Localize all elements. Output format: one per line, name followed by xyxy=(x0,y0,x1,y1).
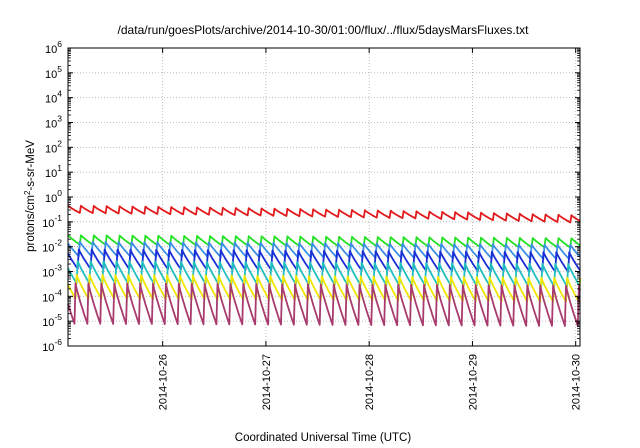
y-tick-label: 10-3 xyxy=(42,263,62,280)
x-tick-label: 2014-10-28 xyxy=(364,354,376,410)
x-axis-label: Coordinated Universal Time (UTC) xyxy=(235,432,412,444)
y-tick-label-base: 10 xyxy=(42,243,54,255)
y-axis-label: protons/cm2-s-sr-MeV xyxy=(23,140,38,252)
y-tick-label-exponent: 6 xyxy=(57,39,62,49)
y-axis-label-unit-1: protons/cm xyxy=(25,195,37,252)
y-tick-label: 10-4 xyxy=(42,287,62,304)
y-tick-label-exponent: -3 xyxy=(54,263,62,273)
y-tick-label-base: 10 xyxy=(42,317,54,329)
y-tick-label-exponent: -1 xyxy=(54,213,62,223)
y-axis-label-unit-2: -s-sr-MeV xyxy=(25,140,37,191)
y-tick-label-exponent: 3 xyxy=(57,114,62,124)
y-tick-label: 104 xyxy=(45,89,62,106)
series-line-4 xyxy=(67,248,581,273)
y-tick-label-exponent: -2 xyxy=(54,238,62,248)
y-tick-label: 103 xyxy=(45,114,62,131)
x-axis: 2014-10-26 2014-10-27 2014-10-28 2014-10-29… xyxy=(158,48,583,410)
chart-title: /data/run/goesPlots/archive/2014-10-30/0… xyxy=(118,23,530,37)
y-tick-label: 105 xyxy=(45,64,62,81)
y-tick-label-base: 10 xyxy=(45,94,57,106)
y-tick-label-base: 10 xyxy=(45,119,57,131)
y-tick-label-exponent: 2 xyxy=(57,138,62,148)
y-tick-label-base: 10 xyxy=(45,44,57,56)
y-tick-label-base: 10 xyxy=(42,292,54,304)
y-tick-label-exponent: -5 xyxy=(54,312,62,322)
y-tick-label: 10-6 xyxy=(42,337,62,354)
y-tick-label-base: 10 xyxy=(42,218,54,230)
y-tick-label-exponent: -6 xyxy=(54,337,62,347)
y-tick-label: 106 xyxy=(45,39,62,56)
y-tick-label-exponent: 4 xyxy=(57,89,62,99)
y-axis-label-superscript: 2 xyxy=(23,190,32,195)
x-tick-label: 2014-10-29 xyxy=(467,354,479,410)
y-tick-label-base: 10 xyxy=(42,268,54,280)
series-line-1 xyxy=(67,204,581,224)
x-tick-label: 2014-10-26 xyxy=(158,354,170,410)
y-tick-label-exponent: 5 xyxy=(57,64,62,74)
y-tick-label: 10-5 xyxy=(42,312,62,329)
y-tick-label: 10-1 xyxy=(42,213,62,230)
y-tick-label: 10-2 xyxy=(42,238,62,255)
series-line-2 xyxy=(67,234,581,249)
y-axis: 10-610-510-410-310-210-11001011021031041… xyxy=(42,39,580,354)
series-line-7 xyxy=(67,282,581,328)
x-tick-label: 2014-10-27 xyxy=(261,354,273,410)
y-tick-label-base: 10 xyxy=(45,69,57,81)
x-tick-label: 2014-10-30 xyxy=(571,354,583,410)
y-tick-label: 101 xyxy=(45,163,62,180)
y-tick-label-base: 10 xyxy=(45,168,57,180)
y-tick-label-base: 10 xyxy=(45,143,57,155)
y-tick-label-exponent: 0 xyxy=(57,188,62,198)
y-tick-label: 100 xyxy=(45,188,62,205)
series-lines xyxy=(67,204,581,328)
y-tick-label: 102 xyxy=(45,138,62,155)
y-tick-label-base: 10 xyxy=(42,342,54,354)
y-tick-label-exponent: -4 xyxy=(54,287,62,297)
y-tick-label-base: 10 xyxy=(45,193,57,205)
y-tick-label-exponent: 1 xyxy=(57,163,62,173)
